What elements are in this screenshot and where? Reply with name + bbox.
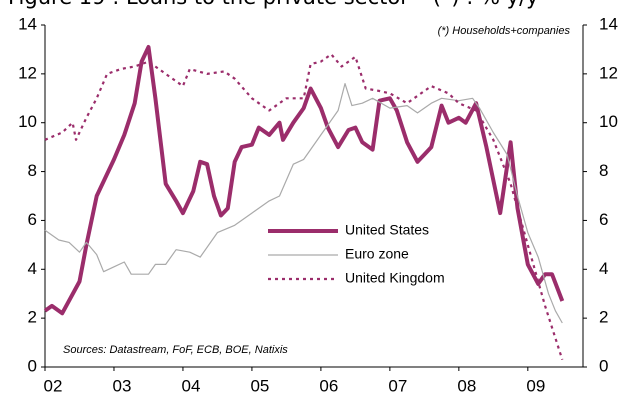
y2-tick-label: 14: [599, 14, 618, 33]
x-tick-label: 09: [526, 376, 545, 395]
chart-title: Figure 19 : Loans to the private sector …: [8, 0, 539, 9]
y2-tick-label: 12: [599, 63, 618, 82]
y-tick-label: 0: [28, 356, 37, 375]
x-tick-label: 06: [319, 376, 338, 395]
y2-tick-label: 6: [599, 210, 608, 229]
series-line: [44, 83, 563, 324]
y-tick-label: 4: [28, 259, 37, 278]
legend-label: Euro zone: [345, 246, 409, 262]
y2-tick-label: 2: [599, 308, 608, 327]
annotation: Sources: Datastream, FoF, ECB, BOE, Nati…: [63, 344, 288, 356]
legend-label: United States: [345, 222, 429, 238]
annotation: (*) Households+companies: [438, 25, 571, 37]
y2-tick-label: 10: [599, 112, 618, 131]
x-tick-label: 04: [181, 376, 200, 395]
y-tick-label: 10: [18, 112, 37, 131]
x-tick-label: 08: [457, 376, 476, 395]
series-line: [44, 53, 564, 361]
legend-label: United Kingdom: [345, 270, 445, 286]
y-tick-label: 8: [28, 161, 37, 180]
y-tick-label: 2: [28, 308, 37, 327]
y2-tick-label: 8: [599, 161, 608, 180]
y2-tick-label: 0: [599, 356, 608, 375]
y-tick-label: 12: [18, 63, 37, 82]
series-line: [43, 45, 565, 316]
x-tick-label: 02: [44, 376, 63, 395]
x-tick-label: 05: [250, 376, 269, 395]
x-tick-label: 07: [388, 376, 407, 395]
y-tick-label: 6: [28, 210, 37, 229]
y-tick-label: 14: [18, 14, 37, 33]
y2-tick-label: 4: [599, 259, 608, 278]
x-tick-label: 03: [113, 376, 132, 395]
